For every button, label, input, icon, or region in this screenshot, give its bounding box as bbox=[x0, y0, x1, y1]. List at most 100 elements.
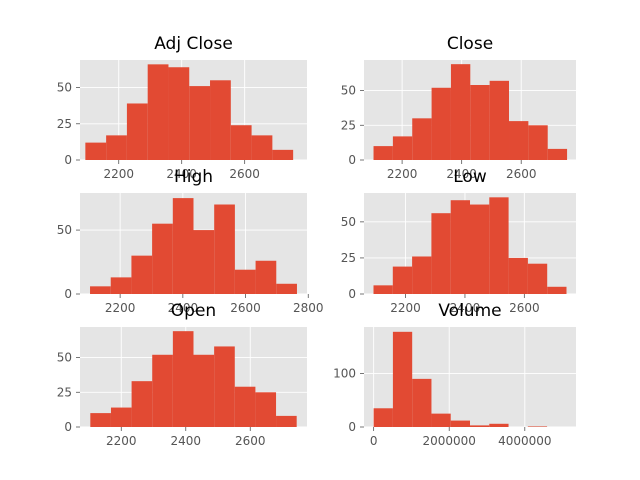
histogram-bar bbox=[85, 142, 107, 160]
x-tick-label: 2200 bbox=[103, 167, 134, 181]
panel-adj-close: 2200 2400 2600 0 25 50 Adj Close bbox=[57, 34, 307, 181]
histogram-bar bbox=[272, 149, 294, 160]
panel-title: Volume bbox=[438, 301, 501, 321]
histogram-bar bbox=[450, 200, 470, 294]
histogram-bar bbox=[234, 386, 256, 427]
histogram-bar bbox=[547, 286, 567, 294]
histogram-bar bbox=[193, 354, 215, 427]
y-tick-label: 25 bbox=[57, 385, 72, 399]
histogram-bar bbox=[131, 381, 153, 427]
histogram-bar bbox=[110, 407, 132, 427]
histogram-bar bbox=[168, 67, 190, 160]
histogram-bar bbox=[210, 80, 231, 160]
histogram-bar bbox=[470, 425, 490, 427]
x-tick-label: 2400 bbox=[166, 167, 197, 181]
histogram-bar bbox=[276, 415, 297, 427]
x-tick-label: 2800 bbox=[293, 301, 324, 315]
y-tick-label: 50 bbox=[57, 81, 72, 95]
y-tick-label: 0 bbox=[348, 287, 356, 301]
histogram-bar bbox=[214, 204, 235, 294]
y-tick-label: 0 bbox=[348, 420, 356, 434]
histogram-bar bbox=[508, 257, 528, 294]
histogram-bar bbox=[189, 86, 211, 160]
x-tick-label: 2200 bbox=[105, 301, 136, 315]
histogram-bar bbox=[276, 283, 297, 294]
histogram-bar bbox=[412, 256, 432, 294]
panel-high: 2200 2400 2600 2800 0 50 High bbox=[57, 167, 324, 315]
x-tick-label: 2200 bbox=[387, 167, 418, 181]
panel-volume: 0 2000000 4000000 0 100 Volume bbox=[333, 301, 576, 448]
panel-close: 2200 2400 2600 0 25 50 Close bbox=[341, 34, 576, 181]
histogram-bar bbox=[131, 255, 153, 294]
y-tick-label: 0 bbox=[64, 420, 72, 434]
x-tick-label: 2400 bbox=[450, 301, 481, 315]
y-tick-label: 50 bbox=[57, 351, 72, 365]
x-tick-label: 2600 bbox=[230, 301, 261, 315]
panel-title: Low bbox=[453, 167, 487, 187]
histogram-bar bbox=[172, 331, 194, 427]
histogram-bar bbox=[152, 354, 173, 427]
histogram-bar bbox=[450, 420, 470, 427]
x-tick-label: 2600 bbox=[229, 167, 260, 181]
histogram-bar bbox=[489, 197, 509, 294]
histogram-bar bbox=[373, 408, 393, 427]
histogram-bar bbox=[527, 426, 548, 427]
y-tick-label: 0 bbox=[64, 287, 72, 301]
histogram-bar bbox=[251, 135, 273, 160]
x-tick-label: 2400 bbox=[170, 434, 201, 448]
y-tick-label: 50 bbox=[57, 223, 72, 237]
histogram-bar bbox=[214, 346, 235, 427]
x-tick-label: 2200 bbox=[390, 301, 421, 315]
histogram-bar bbox=[528, 125, 548, 160]
x-tick-label: 4000000 bbox=[498, 434, 551, 448]
histogram-bar bbox=[431, 213, 451, 294]
histogram-bar bbox=[547, 148, 568, 160]
y-tick-label: 0 bbox=[348, 153, 356, 167]
histogram-bar bbox=[373, 285, 393, 294]
histogram-bar bbox=[373, 146, 393, 160]
x-tick-label: 2400 bbox=[446, 167, 477, 181]
x-tick-label: 2000000 bbox=[422, 434, 475, 448]
y-tick-label: 50 bbox=[341, 215, 356, 229]
x-tick-label: 2600 bbox=[506, 167, 537, 181]
y-tick-label: 25 bbox=[341, 118, 356, 132]
histogram-bar bbox=[527, 263, 548, 294]
histogram-bar bbox=[90, 286, 111, 294]
y-tick-label: 50 bbox=[341, 84, 356, 98]
histogram-bar bbox=[110, 277, 132, 294]
histogram-bar bbox=[412, 378, 432, 427]
histogram-bar bbox=[234, 269, 256, 294]
y-tick-label: 25 bbox=[57, 117, 72, 131]
histogram-bar bbox=[489, 80, 510, 160]
x-tick-label: 2400 bbox=[168, 301, 199, 315]
histogram-bar bbox=[230, 125, 252, 160]
histogram-bar bbox=[255, 392, 277, 427]
histogram-bar bbox=[412, 118, 432, 160]
y-tick-label: 100 bbox=[333, 367, 356, 381]
panel-title: Open bbox=[171, 301, 216, 321]
histogram-bar bbox=[392, 136, 413, 160]
histogram-bar bbox=[392, 266, 413, 294]
x-tick-label: 2600 bbox=[235, 434, 266, 448]
histogram-bar bbox=[106, 135, 127, 160]
histogram-bar bbox=[489, 423, 509, 427]
histogram-bar bbox=[431, 87, 451, 160]
x-tick-label: 2200 bbox=[106, 434, 137, 448]
histogram-bar bbox=[392, 331, 413, 427]
histogram-bar bbox=[255, 260, 277, 294]
histogram-bar bbox=[431, 413, 451, 427]
panel-title: Close bbox=[447, 34, 493, 54]
x-tick-label: 0 bbox=[370, 434, 378, 448]
histogram-bar bbox=[152, 223, 173, 294]
panel-title: Adj Close bbox=[154, 34, 233, 54]
panel-title: High bbox=[174, 167, 213, 187]
panel-open: 2200 2400 2600 0 25 50 Open bbox=[57, 301, 307, 448]
histogram-bar bbox=[172, 198, 194, 294]
histogram-bar bbox=[126, 103, 148, 160]
x-tick-label: 2600 bbox=[509, 301, 540, 315]
histogram-bar bbox=[147, 64, 169, 160]
histogram-bar bbox=[509, 121, 529, 160]
histogram-bar bbox=[193, 230, 215, 294]
histogram-bar bbox=[90, 413, 111, 427]
